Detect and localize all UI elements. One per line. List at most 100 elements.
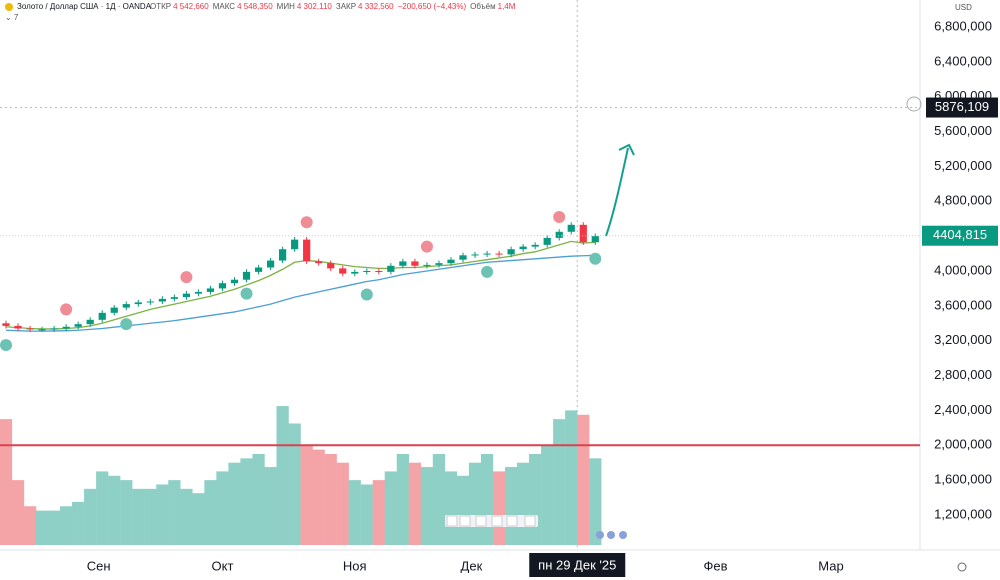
candle-body [206, 288, 215, 292]
volume-bar [23, 506, 37, 545]
candle-body [555, 231, 563, 238]
candle-body [531, 244, 539, 247]
volume-bar [300, 445, 313, 545]
crosshair-box [926, 97, 998, 118]
last-price-label: 4404,815 [933, 227, 987, 242]
volume-bar [565, 410, 578, 545]
event-flag[interactable] [596, 531, 604, 539]
signal-marker [240, 287, 253, 300]
zoom-in[interactable] [459, 515, 471, 527]
y-tick-label: 1,200,000 [934, 506, 992, 521]
reset[interactable] [475, 515, 487, 527]
volume-bar [492, 471, 506, 545]
volume-bar [11, 480, 25, 545]
ohlc-label: ОТКР [150, 2, 171, 11]
candle-body [254, 267, 263, 272]
events [596, 531, 627, 539]
ohlc-label: МАКС [213, 2, 236, 11]
arrow-head [618, 143, 635, 156]
scroll-left[interactable] [491, 515, 503, 527]
volume-bar [0, 419, 13, 545]
volume-bar [108, 475, 121, 545]
ohlc-value: 4 332,560 [358, 2, 394, 11]
candle-body [339, 268, 347, 274]
y-tick-label: 5,200,000 [934, 158, 992, 173]
volume-bar [35, 510, 49, 545]
candle-body [483, 253, 491, 255]
candle-body [74, 324, 82, 327]
signal-marker [589, 252, 602, 265]
candle-body [363, 271, 371, 272]
volume-bar [336, 462, 349, 545]
volume-bar [529, 453, 542, 545]
moving-average [5, 240, 596, 330]
indicator-toggle[interactable]: ⌄ 7 [5, 13, 19, 22]
volume-bar [120, 480, 133, 545]
refresh[interactable] [524, 515, 536, 527]
candle-body [459, 255, 467, 260]
volume-bar [468, 462, 482, 545]
add-button[interactable] [906, 96, 922, 112]
event-flag[interactable] [607, 531, 615, 539]
candle-body [2, 323, 10, 326]
candle-body [182, 293, 191, 298]
volume-value: 1,4M [498, 2, 516, 11]
settings[interactable] [957, 562, 967, 572]
candle-body [86, 319, 94, 325]
volume-bar [276, 406, 289, 545]
candle-body [495, 253, 503, 255]
y-tick-label: 5,600,000 [934, 123, 992, 138]
candle-body [375, 271, 383, 272]
volume-bar [47, 510, 61, 545]
volume-bar [84, 488, 97, 545]
volume-bar [60, 506, 73, 545]
candle-body [110, 307, 118, 313]
volume-bar [396, 453, 410, 545]
ohlc-value: 4 542,660 [173, 2, 209, 11]
candle-body [519, 246, 527, 250]
crosshair-price-label: 5876,109 [935, 99, 989, 114]
volume-bar [180, 488, 193, 545]
zoom-out[interactable] [446, 515, 458, 527]
signal-marker [420, 240, 433, 253]
symbol-icon [5, 3, 13, 11]
volume-bar [360, 484, 373, 545]
signal-marker [120, 318, 133, 331]
candle-body [158, 298, 166, 302]
y-tick-label: 3,200,000 [934, 332, 992, 347]
y-tick-label: 2,000,000 [934, 437, 992, 452]
volume-bar [589, 458, 602, 545]
volume-bar [264, 467, 277, 545]
candle-body [507, 249, 515, 255]
candle-body [411, 261, 419, 266]
volume-bar [480, 453, 494, 545]
event-flag[interactable] [619, 531, 627, 539]
candle-body [62, 326, 70, 329]
candle-body [218, 283, 227, 289]
candle-body [351, 271, 359, 274]
volume-bar [192, 493, 205, 545]
x-tick-label: Окт [212, 558, 234, 573]
candle-body [14, 325, 22, 329]
signal-marker [300, 216, 313, 229]
volume-bar [216, 471, 229, 545]
candle-body [134, 302, 142, 305]
candle-body [423, 264, 431, 266]
ohlc-value: −200,650 (−4,43%) [398, 2, 467, 11]
ohlc-label: МИН [277, 2, 295, 11]
volume-bar [372, 480, 385, 545]
candle-body [387, 265, 395, 272]
candle-body [447, 259, 455, 264]
x-tick-label: Фев [704, 558, 728, 573]
volume-bar [408, 462, 422, 545]
volume-bar [348, 480, 361, 545]
volume-bar [456, 475, 470, 545]
candle-body [327, 263, 335, 269]
scroll-right[interactable] [506, 515, 518, 527]
y-tick-label: 6,400,000 [934, 53, 992, 68]
candle-body [399, 261, 407, 266]
signal-marker [553, 210, 566, 223]
arrow [605, 147, 629, 237]
volume-label: Объём [470, 2, 496, 11]
